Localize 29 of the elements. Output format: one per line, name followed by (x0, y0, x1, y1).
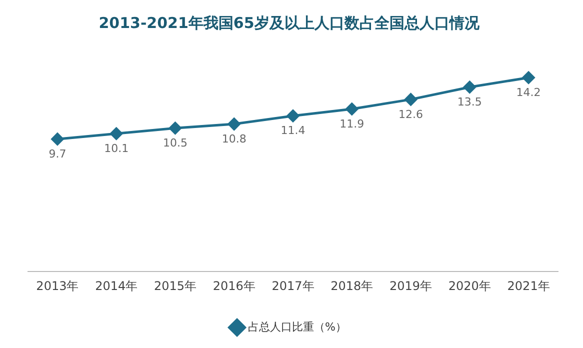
data-label: 10.1 (104, 142, 129, 155)
data-label: 14.2 (516, 86, 541, 99)
x-tick-label: 2015年 (154, 278, 196, 293)
point (168, 122, 182, 134)
x-tick-label: 2016年 (212, 278, 256, 293)
x-tick-label: 2021年 (507, 278, 550, 293)
x-tick-label: 2014年 (95, 278, 138, 293)
point (228, 118, 240, 130)
data-label: 13.5 (457, 96, 482, 109)
data-label: 11.4 (280, 124, 306, 138)
x-tick-label: 2013年 (36, 278, 79, 293)
point (404, 93, 418, 106)
point (346, 102, 358, 116)
legend-label: 占总人口比重（%） (248, 320, 346, 334)
point (463, 80, 476, 94)
x-tick-label: 2020年 (448, 278, 491, 293)
data-label: 10.5 (162, 136, 188, 150)
chart-title: 2013-2021年我国65岁及以上人口数占全国总人口情况 (98, 14, 480, 32)
point (286, 110, 300, 122)
point (51, 132, 64, 146)
data-label: 12.6 (398, 108, 424, 121)
data-label: 11.9 (340, 117, 364, 130)
data-label: 10.8 (222, 132, 246, 146)
data-label: 9.7 (48, 147, 66, 160)
x-tick-label: 2019年 (390, 278, 432, 293)
point (522, 71, 535, 84)
x-tick-label: 2017年 (272, 278, 314, 293)
x-tick-label: 2018年 (330, 278, 374, 293)
point (110, 127, 123, 140)
